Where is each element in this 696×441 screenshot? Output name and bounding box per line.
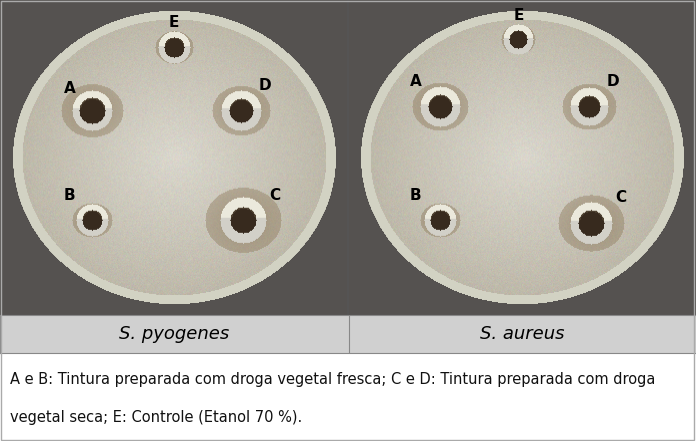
Text: E: E: [514, 8, 523, 23]
Text: D: D: [606, 74, 619, 89]
Text: C: C: [616, 190, 626, 205]
Text: B: B: [410, 188, 422, 203]
Text: C: C: [269, 188, 280, 203]
Text: S. pyogenes: S. pyogenes: [119, 325, 229, 343]
Text: S. aureus: S. aureus: [480, 325, 564, 343]
Text: vegetal seca; E: Controle (Etanol 70 %).: vegetal seca; E: Controle (Etanol 70 %).: [10, 410, 303, 425]
Text: A: A: [410, 74, 422, 89]
Text: A: A: [64, 81, 75, 96]
Text: B: B: [64, 188, 75, 203]
Text: A e B: Tintura preparada com droga vegetal fresca; C e D: Tintura preparada com : A e B: Tintura preparada com droga veget…: [10, 372, 656, 387]
Text: E: E: [169, 15, 179, 30]
Text: D: D: [258, 78, 271, 93]
